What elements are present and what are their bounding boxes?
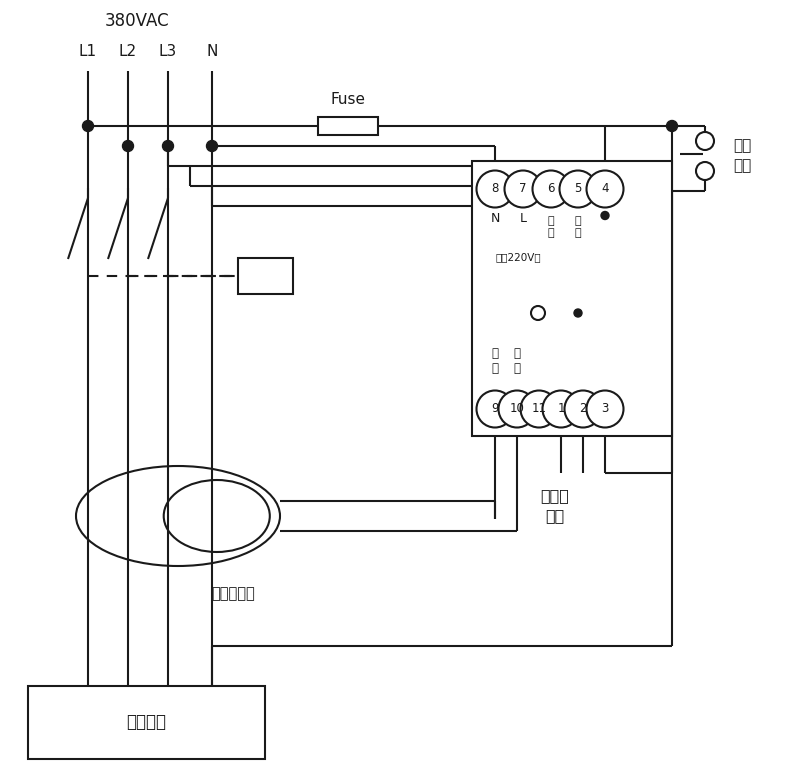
Circle shape — [477, 390, 514, 427]
Bar — [318, 117, 378, 135]
Circle shape — [586, 170, 623, 208]
Text: 6: 6 — [547, 183, 554, 195]
Text: 信
号: 信 号 — [514, 347, 521, 375]
Text: 1: 1 — [558, 402, 565, 415]
Bar — [238, 258, 293, 294]
Text: Fuse: Fuse — [330, 92, 366, 108]
Text: 380VAC: 380VAC — [105, 12, 170, 30]
Text: N: N — [206, 44, 218, 59]
Text: 用户设备: 用户设备 — [126, 714, 166, 732]
Text: 10: 10 — [510, 402, 525, 415]
Text: 自锁
开关: 自锁 开关 — [733, 138, 751, 173]
Text: L: L — [519, 212, 526, 226]
Circle shape — [531, 306, 545, 320]
Bar — [28, 686, 265, 759]
Text: KM: KM — [254, 269, 277, 284]
Text: 7: 7 — [519, 183, 526, 195]
Text: N: N — [490, 212, 500, 226]
Text: 接声光
报警: 接声光 报警 — [541, 489, 570, 523]
Circle shape — [206, 141, 218, 152]
Circle shape — [696, 132, 714, 150]
Text: 电源220V～: 电源220V～ — [495, 252, 541, 262]
Circle shape — [696, 162, 714, 180]
Circle shape — [122, 141, 134, 152]
Circle shape — [82, 120, 94, 131]
Circle shape — [542, 390, 579, 427]
Text: 2: 2 — [579, 402, 586, 415]
Text: 8: 8 — [491, 183, 498, 195]
Circle shape — [521, 390, 558, 427]
Circle shape — [498, 390, 535, 427]
Text: L3: L3 — [159, 44, 177, 59]
Bar — [472, 161, 672, 436]
Text: 9: 9 — [491, 402, 498, 415]
Text: 零序互感器: 零序互感器 — [211, 587, 255, 601]
Text: 4: 4 — [602, 183, 609, 195]
Circle shape — [565, 390, 602, 427]
Text: 试
验: 试 验 — [548, 216, 554, 237]
Text: 11: 11 — [531, 402, 546, 415]
Text: 3: 3 — [602, 402, 609, 415]
Circle shape — [533, 170, 570, 208]
Text: L2: L2 — [119, 44, 137, 59]
Text: L1: L1 — [79, 44, 97, 59]
Circle shape — [574, 309, 582, 317]
Circle shape — [666, 120, 678, 131]
Circle shape — [505, 170, 542, 208]
Text: 信
号: 信 号 — [491, 347, 498, 375]
Circle shape — [162, 141, 174, 152]
Text: 5: 5 — [574, 183, 582, 195]
Text: 试
验: 试 验 — [574, 216, 582, 237]
Circle shape — [601, 212, 609, 219]
Circle shape — [586, 390, 623, 427]
Circle shape — [559, 170, 597, 208]
Circle shape — [477, 170, 514, 208]
